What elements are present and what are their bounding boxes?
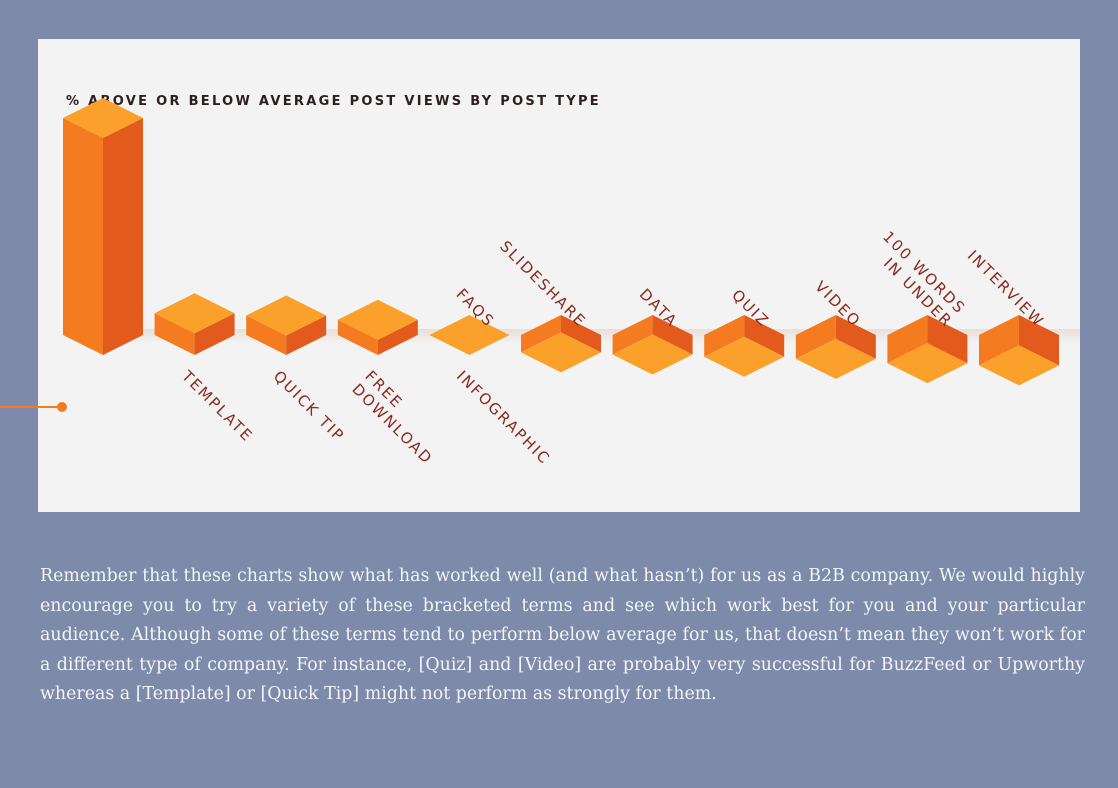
bar-back-left-wall — [612, 315, 653, 355]
bar-floor-face — [704, 336, 785, 377]
bar-floor-face — [979, 345, 1059, 386]
bar-template — [63, 98, 143, 355]
bar-faqs — [429, 315, 510, 355]
bar-back-left-wall — [979, 315, 1019, 366]
bar-back-right-wall — [561, 315, 601, 353]
bar-front-face — [337, 319, 378, 355]
bar-video — [795, 315, 876, 379]
bar-quick-tip — [154, 293, 235, 355]
bar-side-face — [103, 118, 143, 355]
bar-top-face — [154, 293, 235, 334]
bar-back-right-wall — [927, 315, 968, 364]
bar-free-download — [246, 295, 327, 355]
bar-side-face — [377, 319, 418, 355]
bar-top-face — [337, 299, 418, 340]
category-label-quick-tip: QUICK TIP — [270, 367, 348, 445]
category-label-slideshare: SLIDESHARE — [496, 237, 590, 331]
bar-slideshare — [521, 315, 601, 373]
category-label-infographic: INFOGRAPHIC — [453, 367, 554, 468]
pointer-connector — [0, 402, 67, 412]
bar-data — [612, 315, 693, 375]
chart-title: % ABOVE OR BELOW AVERAGE POST VIEWS BY P… — [66, 94, 601, 109]
bar-back-right-wall — [835, 315, 876, 359]
bar-front-face — [63, 118, 103, 355]
bar-floor-face — [521, 332, 601, 373]
bar-infographic — [337, 299, 418, 355]
bar-floor-face — [612, 334, 693, 375]
bar-side-face — [286, 315, 327, 355]
bar-back-left-wall — [521, 315, 561, 353]
bar-back-right-wall — [744, 315, 785, 357]
bar-floor-face — [887, 343, 968, 384]
category-label-template: TEMPLATE — [177, 366, 256, 445]
bar-quiz — [704, 315, 785, 377]
bar-side-face — [194, 313, 235, 355]
bar-in-under-100-words — [887, 315, 968, 384]
bar-flat-face — [429, 315, 510, 355]
category-label-interview: INTERVIEW — [964, 247, 1048, 331]
bar-back-left-wall — [704, 315, 745, 357]
bar-back-left-wall — [887, 315, 928, 364]
chart-panel: % ABOVE OR BELOW AVERAGE POST VIEWS BY P… — [38, 39, 1080, 512]
bar-top-face — [63, 98, 143, 138]
bar-back-left-wall — [795, 315, 836, 359]
bar-floor-face — [795, 338, 876, 379]
bar-front-face — [154, 313, 195, 355]
bar-interview — [979, 315, 1059, 386]
body-paragraph: Remember that these charts show what has… — [40, 566, 1085, 704]
bar-front-face — [246, 315, 287, 355]
bar-back-right-wall — [652, 315, 693, 355]
bar-top-face — [246, 295, 327, 336]
bar-back-right-wall — [1019, 315, 1059, 366]
